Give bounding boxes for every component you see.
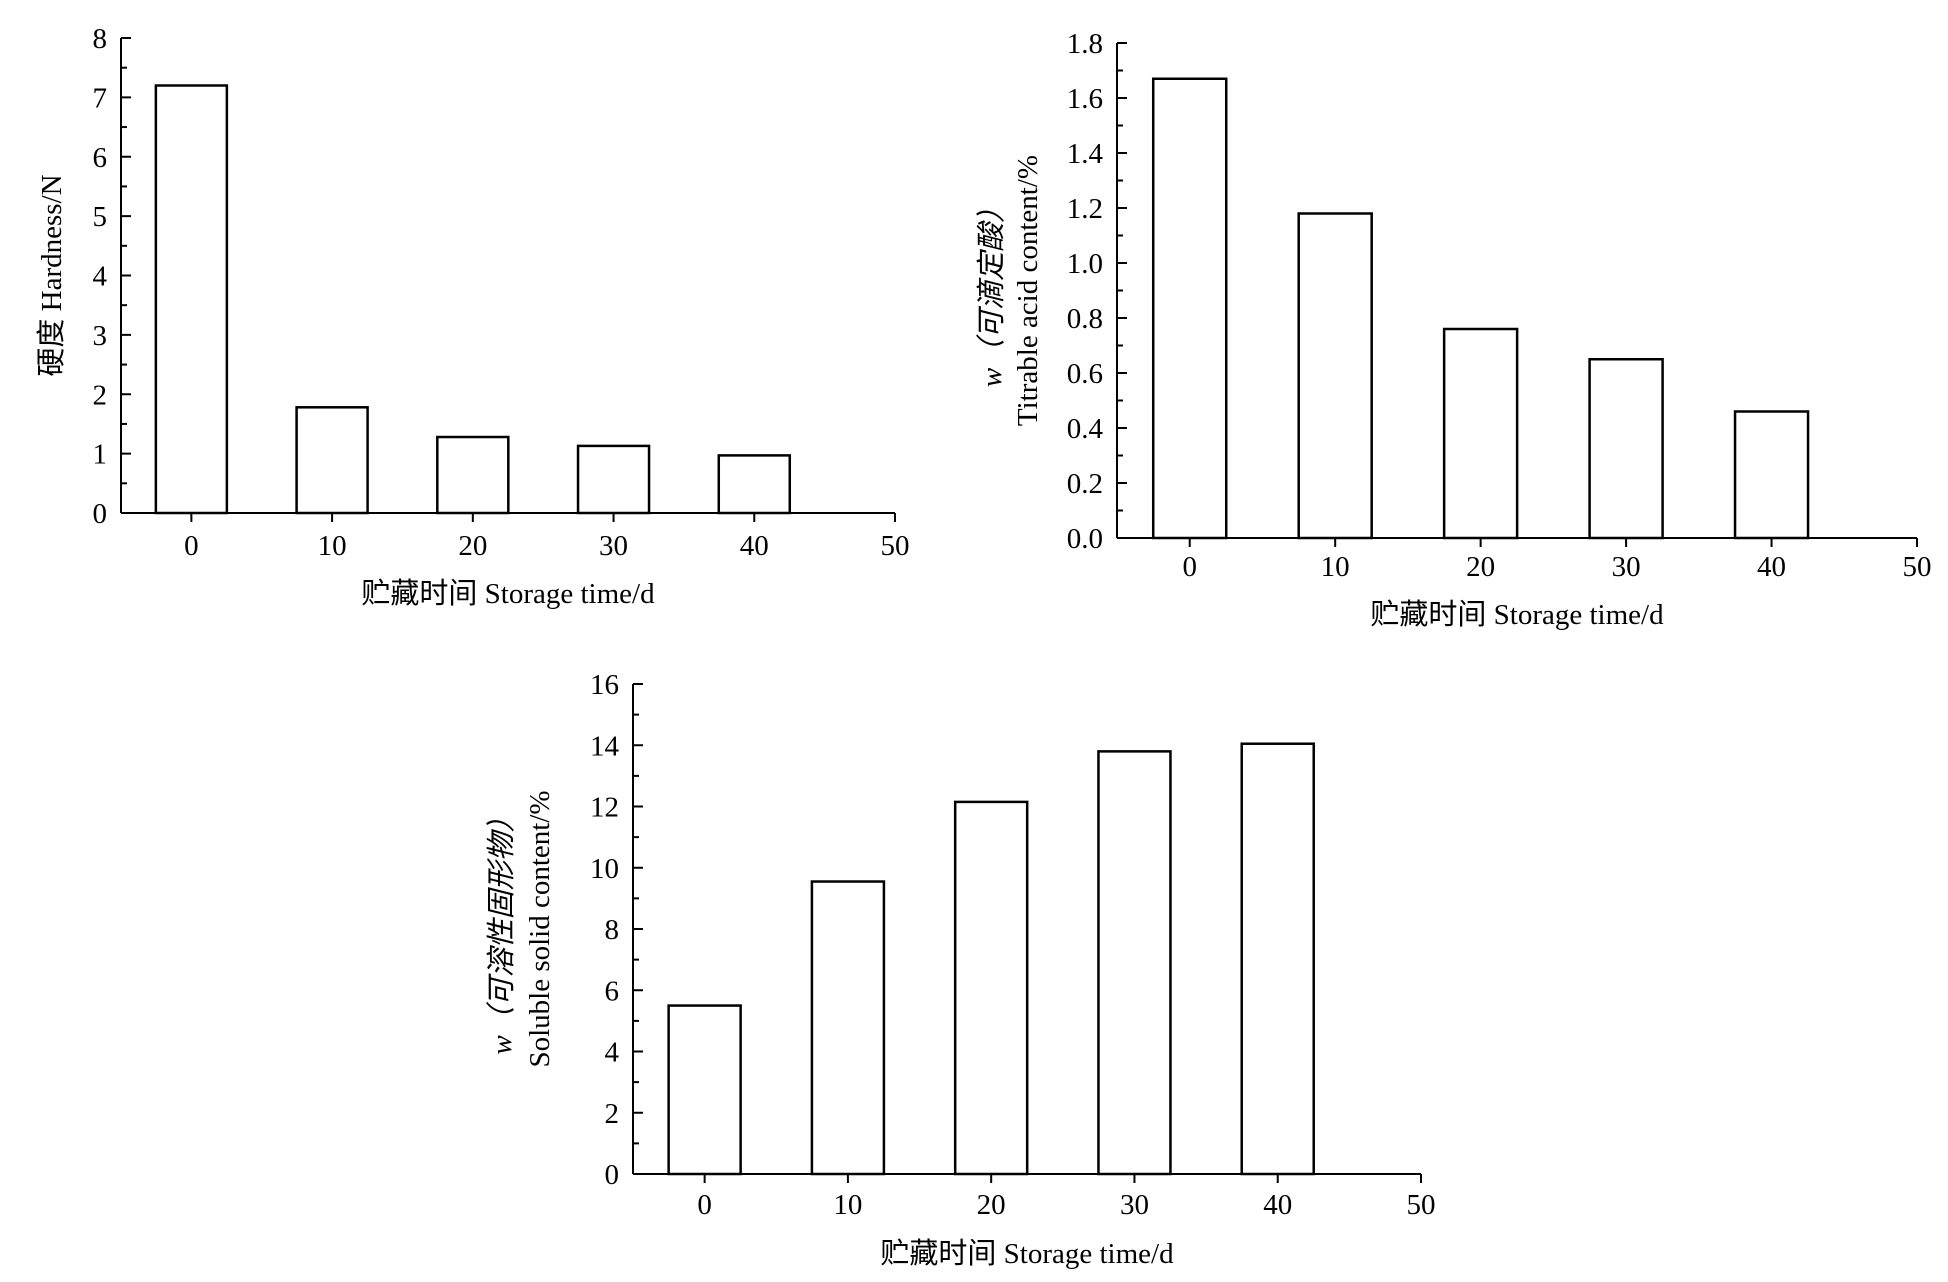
y-tick-label: 2 (93, 379, 108, 411)
y-tick-label: 1.2 (1067, 193, 1103, 225)
x-tick-label: 50 (1407, 1189, 1436, 1221)
x-axis-title: 贮藏时间 Storage time/d (361, 577, 655, 610)
bar (1588, 358, 1664, 540)
y-tick-label: 4 (605, 1037, 620, 1069)
y-tick-label: 0.4 (1067, 413, 1104, 445)
y-tick-label: 1 (93, 439, 108, 471)
x-tick-label: 0 (697, 1189, 712, 1221)
x-axis-title: 贮藏时间 Storage time/d (880, 1237, 1174, 1270)
x-tick-label: 20 (458, 530, 487, 562)
y-axis-title: 硬度 Hardness/N (35, 174, 68, 376)
y-tick-label: 12 (590, 792, 619, 824)
bar (667, 1004, 742, 1176)
y-tick-label: 0.2 (1067, 468, 1103, 500)
x-tick-label: 10 (833, 1189, 862, 1221)
x-tick-label: 40 (740, 530, 769, 562)
x-tick-label: 10 (318, 530, 347, 562)
bar (953, 800, 1029, 1176)
y-tick-label: 0 (93, 498, 108, 530)
y-axis-title: w（可溶性固形物） (486, 803, 518, 1054)
y-axis-title: Titrable acid content/% (1012, 155, 1044, 426)
y-tick-label: 0.6 (1067, 358, 1103, 390)
bar (1240, 742, 1315, 1176)
bar (154, 84, 229, 515)
y-tick-label: 1.6 (1067, 83, 1103, 115)
y-axis-title: w（可滴定酸） (976, 194, 1008, 387)
x-tick-label: 30 (599, 530, 628, 562)
y-tick-label: 1.4 (1067, 138, 1104, 170)
x-axis-title: 贮藏时间 Storage time/d (1370, 598, 1664, 631)
x-tick-label: 10 (1321, 551, 1350, 583)
y-axis-title: Soluble solid content/% (524, 790, 556, 1067)
bar (295, 406, 369, 515)
y-tick-label: 0.8 (1067, 303, 1103, 335)
titrable-acid-chart: 0.0 0.2 0.4 0.6 0.8 1.0 1.2 1.4 1.6 1.8 0 10 20 30 40 5… (976, 28, 1932, 631)
y-tick-label: 14 (590, 730, 620, 762)
x-tick-label: 30 (1120, 1189, 1149, 1221)
x-tick-label: 20 (1466, 551, 1495, 583)
bar (1151, 77, 1228, 540)
bar (1442, 327, 1519, 540)
y-tick-label: 6 (93, 142, 108, 174)
x-tick-label: 50 (1903, 551, 1932, 583)
y-tick-label: 6 (605, 975, 620, 1007)
bar (810, 880, 886, 1176)
y-tick-label: 8 (93, 23, 108, 55)
bar (717, 454, 792, 515)
bar (436, 435, 510, 515)
y-tick-label: 16 (590, 669, 619, 701)
x-tick-label: 30 (1612, 551, 1641, 583)
bar (1733, 410, 1810, 540)
x-tick-label: 0 (1182, 551, 1197, 583)
x-tick-label: 20 (977, 1189, 1006, 1221)
y-tick-label: 1.0 (1067, 248, 1103, 280)
y-tick-label: 5 (93, 201, 108, 233)
y-tick-label: 1.8 (1067, 28, 1103, 60)
y-tick-label: 10 (590, 853, 619, 885)
y-tick-label: 7 (93, 82, 108, 114)
y-tick-label: 3 (93, 320, 108, 352)
y-tick-label: 4 (93, 261, 108, 293)
bar (1097, 750, 1172, 1176)
x-tick-label: 0 (184, 530, 199, 562)
hardness-chart: 0 1 2 3 4 5 6 7 8 0 10 20 30 40 50 贮藏时间 Storage time/d 硬… (35, 23, 910, 610)
soluble-solid-chart: 0 2 4 6 8 10 12 14 16 0 10 20 30 40 50 贮藏时间 Storage tim… (486, 669, 1436, 1270)
bar (1297, 212, 1373, 540)
x-tick-label: 40 (1263, 1189, 1292, 1221)
bar (576, 444, 651, 515)
x-tick-label: 40 (1757, 551, 1786, 583)
x-tick-label: 50 (881, 530, 910, 562)
y-tick-label: 0.0 (1067, 523, 1103, 555)
y-tick-label: 8 (605, 914, 620, 946)
y-tick-label: 2 (605, 1098, 620, 1130)
y-tick-label: 0 (605, 1159, 620, 1191)
